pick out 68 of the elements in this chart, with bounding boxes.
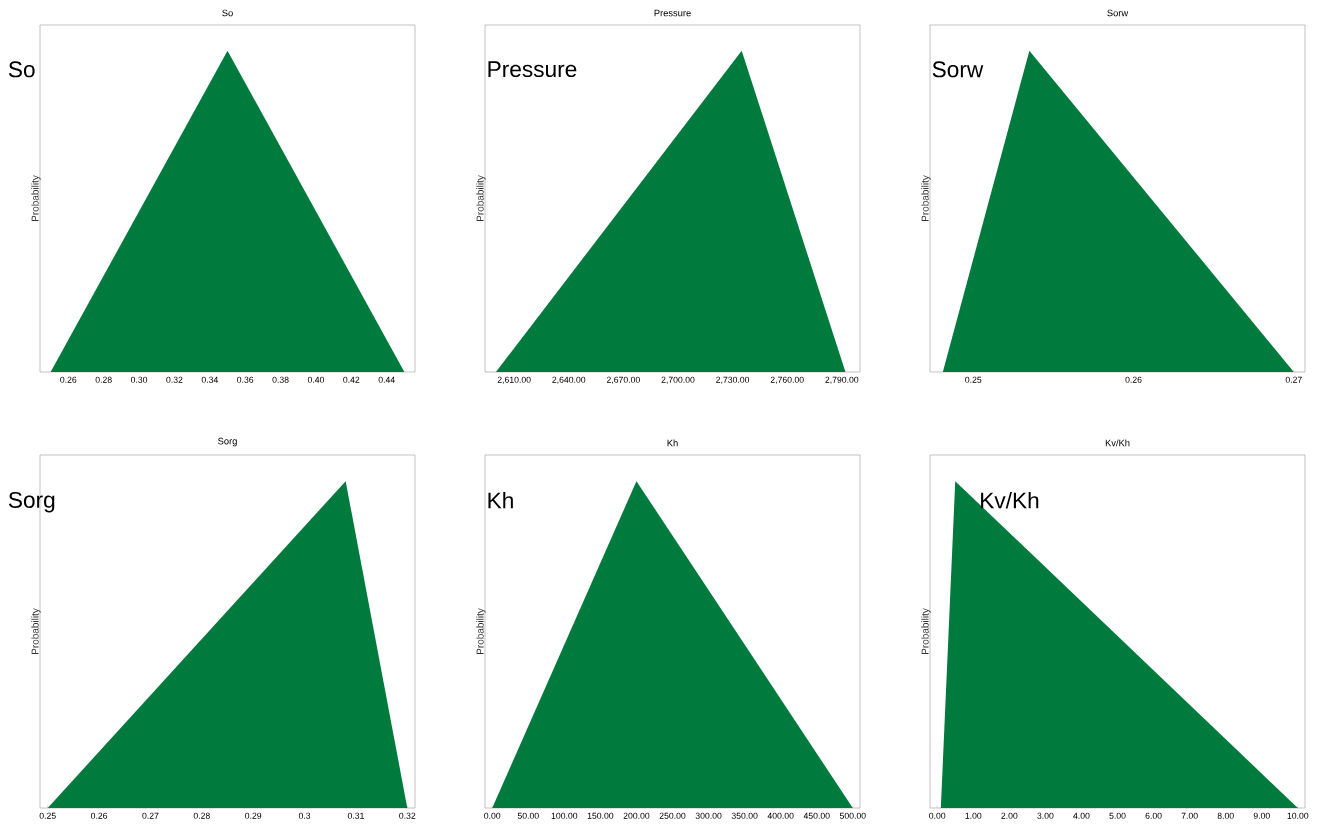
- x-tick-label: 0.36: [237, 376, 254, 383]
- x-tick-label: 0.28: [95, 376, 112, 383]
- x-tick-label: 6.00: [1145, 812, 1162, 819]
- x-tick-label: 0.00: [929, 812, 946, 819]
- y-axis-title: Probability: [476, 608, 486, 655]
- x-tick-label: 0.28: [193, 812, 210, 819]
- x-tick-label: 0.34: [201, 376, 218, 383]
- x-tick-label: 50.00: [517, 812, 539, 819]
- x-tick-label: 100.00: [551, 812, 578, 819]
- chart-title: So: [222, 9, 233, 17]
- x-tick-label: 0.00: [484, 812, 501, 819]
- chart-title: Pressure: [654, 9, 691, 17]
- x-tick-label: 2,760.00: [770, 376, 804, 384]
- x-tick-label: 2,670.00: [606, 376, 640, 384]
- text: So: [8, 61, 35, 78]
- x-tick-label: 450.00: [803, 812, 830, 819]
- x-tick-label: 3.00: [1037, 812, 1054, 819]
- x-tick-label: 0.26: [60, 376, 77, 383]
- x-tick-label: 0.29: [245, 812, 262, 819]
- x-tick-label: 4.00: [1073, 812, 1090, 819]
- x-tick-label: 2,640.00: [552, 376, 586, 384]
- x-tick-label: 0.27: [142, 812, 159, 819]
- x-tick-label: 0.3: [298, 812, 311, 819]
- y-axis-title: Probability: [921, 175, 931, 222]
- annotation: Kh: [488, 491, 513, 509]
- x-tick-label: 0.26: [90, 812, 108, 819]
- y-axis-title: Probability: [476, 175, 486, 222]
- chart-title: Sorw: [1107, 9, 1129, 17]
- x-tick-label: 400.00: [767, 812, 794, 819]
- y-axis-title: Probability: [31, 175, 41, 222]
- x-tick-label: 5.00: [1109, 812, 1126, 819]
- annotation: Kv/Kh: [981, 491, 1039, 509]
- x-tick-label: 150.00: [587, 812, 614, 819]
- annotation: Sorg: [8, 491, 55, 513]
- x-tick-label: 0.31: [347, 812, 364, 819]
- x-tick-label: 0.26: [1125, 376, 1142, 383]
- chart-title: Sorg: [218, 437, 237, 447]
- x-tick-label: 2,730.00: [716, 376, 750, 384]
- annotation: Pressure: [488, 61, 577, 78]
- x-tick-label: 0.25: [965, 376, 982, 383]
- x-tick-label: 8.00: [1217, 812, 1234, 819]
- x-tick-label: 300.00: [695, 812, 722, 819]
- x-tick-label: 350.00: [731, 812, 758, 819]
- x-tick-label: 7.00: [1181, 812, 1198, 819]
- x-tick-label: 10.00: [1287, 812, 1309, 819]
- x-tick-label: 0.30: [130, 376, 148, 383]
- x-tick-label: 0.44: [378, 376, 395, 383]
- x-tick-label: 9.00: [1253, 812, 1270, 819]
- x-tick-label: 2,700.00: [661, 376, 695, 384]
- x-tick-label: 0.38: [272, 376, 289, 383]
- x-tick-label: 0.40: [307, 376, 325, 383]
- chart-title: Kh: [667, 439, 678, 447]
- x-tick-label: 2,610.00: [497, 376, 531, 384]
- y-axis-title: Probability: [921, 608, 931, 655]
- annotation: Sorw: [932, 61, 984, 78]
- chart-title: Kv/Kh: [1105, 439, 1130, 447]
- x-tick-label: 250.00: [659, 812, 686, 819]
- x-tick-label: 0.42: [343, 376, 360, 383]
- x-tick-label: 200.00: [623, 812, 650, 819]
- x-tick-label: 0.25: [39, 812, 56, 819]
- x-tick-label: 1.00: [965, 812, 982, 819]
- x-tick-label: 2.00: [1001, 812, 1018, 819]
- x-tick-label: 2,790.00: [825, 376, 859, 384]
- x-tick-label: 0.32: [166, 376, 183, 383]
- y-axis-title: Probability: [31, 608, 41, 655]
- x-tick-label: 0.32: [399, 812, 416, 819]
- x-tick-label: 500.00: [839, 812, 866, 819]
- x-tick-label: 0.27: [1285, 376, 1302, 383]
